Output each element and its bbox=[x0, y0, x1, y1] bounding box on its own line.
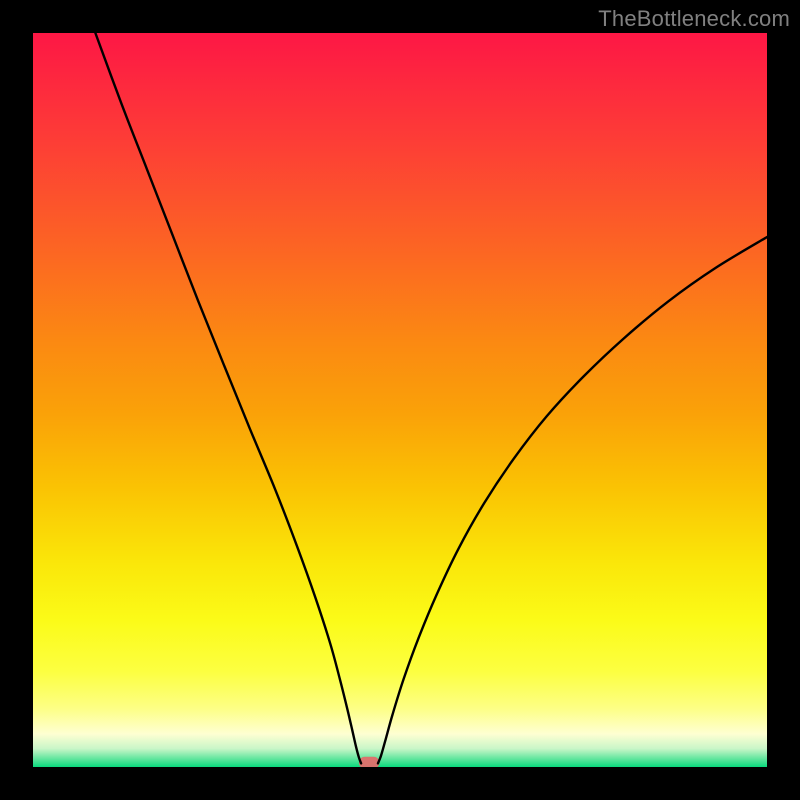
curve-left-branch bbox=[95, 33, 361, 763]
minimum-marker bbox=[359, 757, 380, 767]
bottleneck-curve-chart bbox=[33, 33, 767, 767]
curve-right-branch bbox=[378, 237, 767, 763]
chart-container: TheBottleneck.com bbox=[0, 0, 800, 800]
watermark-text: TheBottleneck.com bbox=[598, 6, 790, 32]
